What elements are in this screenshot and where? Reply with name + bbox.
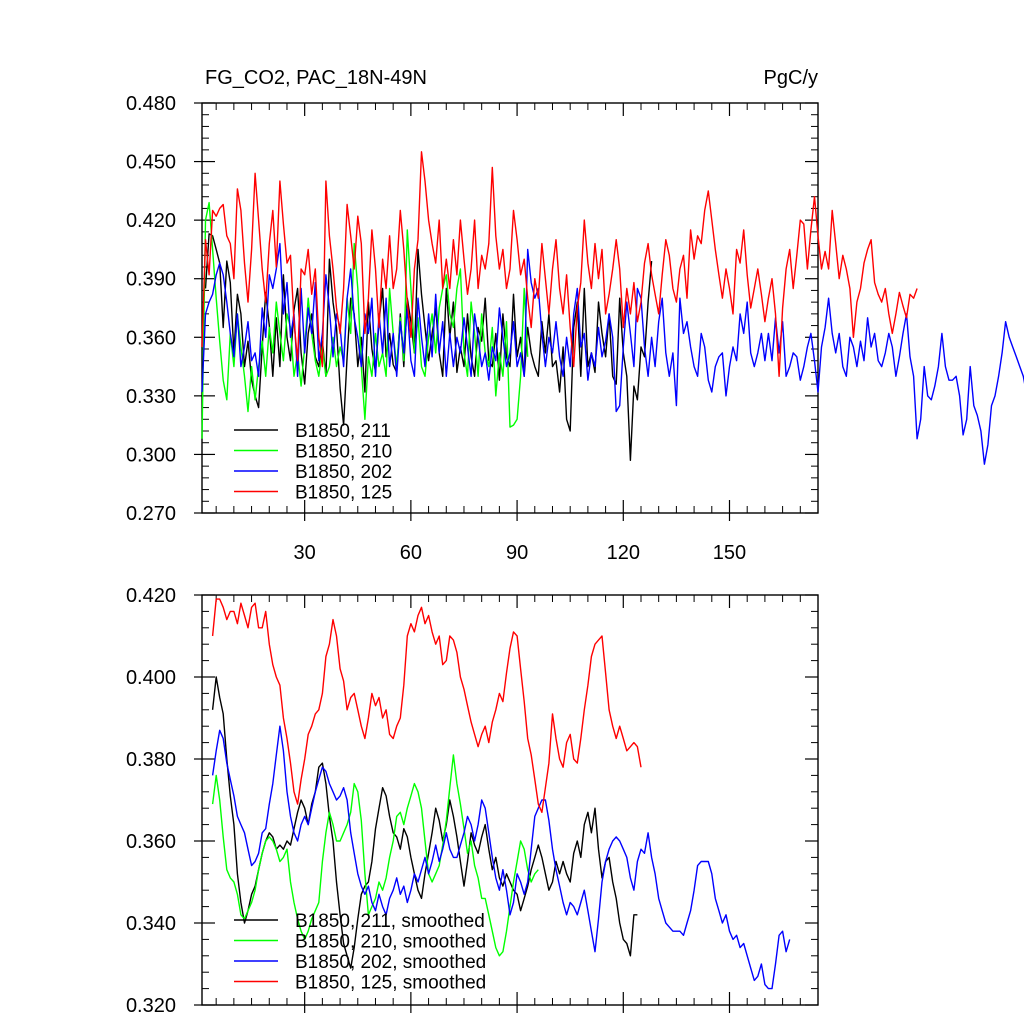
bottom-panel-y-axis: 0.320 0.340 0.360 0.380 0.400 0.420: [126, 585, 818, 1017]
y-tick-label: 0.330: [126, 386, 176, 408]
series-line-bottom-1: [211, 754, 539, 957]
y-tick-label: 0.360: [126, 831, 176, 853]
y-tick-label: 0.450: [126, 152, 176, 174]
top-panel-series-group: [201, 151, 1024, 465]
bottom-panel: 0.320 0.340 0.360 0.380 0.400 0.420 B1850, 21…: [126, 585, 819, 1017]
legend-label: B1850, 202: [295, 462, 392, 483]
y-tick-label: 0.480: [126, 93, 176, 115]
series-line-top-0: [204, 233, 653, 461]
top-panel-title-left: FG_CO2, PAC_18N-49N: [205, 67, 427, 89]
y-tick-label: 0.390: [126, 269, 176, 291]
top-panel-y-axis: 0.270 0.300 0.330 0.360 0.390 0.420 0.450 0.480: [126, 93, 818, 525]
y-tick-label: 0.380: [126, 749, 176, 771]
y-tick-label: 0.400: [126, 667, 176, 689]
top-panel-title-right: PgC/y: [764, 67, 818, 89]
x-tick-label: 30: [294, 542, 316, 564]
legend-label: B1850, 210: [295, 442, 392, 463]
top-panel-x-axis: 30 60 90 120 150: [215, 103, 801, 564]
y-tick-label: 0.420: [126, 585, 176, 607]
top-panel: FG_CO2, PAC_18N-49N PgC/y 0.270 0.300 0.33…: [126, 67, 1024, 564]
y-tick-label: 0.320: [126, 995, 176, 1017]
y-tick-label: 0.270: [126, 503, 176, 525]
x-tick-label: 120: [607, 542, 640, 564]
series-line-bottom-3: [211, 598, 642, 813]
legend-label: B1850, 125: [295, 483, 392, 504]
series-line-bottom-0: [211, 676, 638, 969]
y-tick-label: 0.360: [126, 327, 176, 349]
top-panel-plot-area: [201, 102, 819, 514]
y-tick-label: 0.420: [126, 210, 176, 232]
bottom-panel-x-axis: [215, 595, 801, 1013]
x-tick-label: 60: [400, 542, 422, 564]
y-tick-label: 0.340: [126, 913, 176, 935]
legend-label: B1850, 211, smoothed: [295, 911, 485, 932]
bottom-panel-series-group: [211, 598, 791, 990]
x-tick-label: 150: [713, 542, 746, 564]
legend-label: B1850, 202, smoothed: [295, 952, 486, 973]
legend-label: B1850, 125, smoothed: [295, 973, 486, 994]
x-tick-label: 90: [506, 542, 528, 564]
y-tick-label: 0.300: [126, 444, 176, 466]
legend-label: B1850, 211: [295, 421, 391, 442]
legend-label: B1850, 210, smoothed: [295, 932, 486, 953]
bottom-panel-plot-area: [201, 594, 819, 1006]
series-line-top-3: [201, 151, 918, 377]
series-line-bottom-2: [211, 725, 791, 990]
